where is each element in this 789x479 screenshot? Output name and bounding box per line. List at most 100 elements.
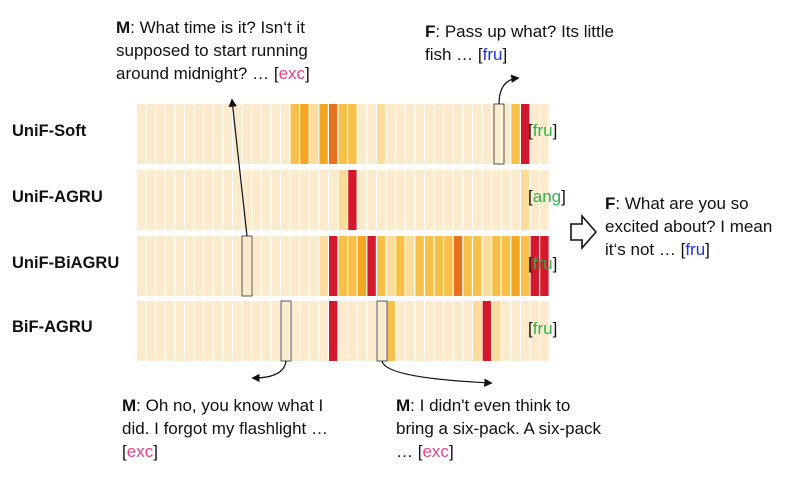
heat-cell [261, 104, 271, 164]
heat-cell [521, 301, 530, 361]
callout-bottom-right: M: I didn't even think to bring a six-pa… [396, 396, 602, 461]
row-pred-bif-agru: [fru] [528, 319, 558, 338]
heat-cell [146, 236, 155, 296]
heat-cell [300, 104, 309, 164]
heat-cell [444, 236, 453, 296]
heat-cell [194, 301, 203, 361]
heat-cell [290, 301, 299, 361]
callout-right: F: What are you so excited about? I mean… [605, 194, 773, 259]
heat-cell [175, 104, 184, 164]
heat-cell [521, 170, 530, 230]
heat-cell [386, 104, 395, 164]
heat-cell [290, 236, 299, 296]
heat-cell [290, 170, 299, 230]
arrow-bottom-left [251, 360, 287, 383]
heat-cell [156, 104, 165, 164]
heat-cell [377, 236, 386, 296]
heat-cell [223, 301, 232, 361]
heat-cell [434, 301, 443, 361]
heat-cell [501, 104, 511, 164]
heat-cell [453, 301, 463, 361]
callout-top-left: M: What time is it? Isn‘t it supposed to… [116, 18, 310, 83]
row-pred-unif-soft: [fru] [528, 121, 558, 140]
heat-cell [213, 170, 223, 230]
heat-cell [348, 104, 357, 164]
heat-cell [319, 301, 328, 361]
heat-cell [530, 236, 539, 296]
heat-cell [223, 170, 232, 230]
heat-cell [233, 236, 242, 296]
heat-cell [434, 236, 443, 296]
heat-cell [338, 104, 347, 164]
heat-cell [463, 236, 472, 296]
heat-cell [156, 170, 165, 230]
heat-cell [252, 301, 261, 361]
heat-cell [482, 236, 491, 296]
heat-cell [185, 301, 194, 361]
heat-cell [463, 170, 472, 230]
heat-cell [415, 236, 424, 296]
heat-cell [357, 104, 367, 164]
heat-cell [396, 301, 405, 361]
heat-cell [473, 236, 482, 296]
heat-cell [396, 236, 405, 296]
heat-cell [281, 170, 290, 230]
heat-cell [348, 301, 357, 361]
heat-cell [482, 170, 491, 230]
heat-cell [233, 170, 242, 230]
heat-cell [405, 104, 415, 164]
row-name-unif-agru: UniF-AGRU [12, 188, 103, 206]
heat-cell [242, 236, 251, 296]
heat-cell [185, 104, 194, 164]
heat-cell [492, 301, 501, 361]
heat-cell [137, 104, 146, 164]
heat-cell [319, 236, 328, 296]
callout-top-right: F: Pass up what? Its little fish … [fru] [425, 22, 614, 64]
row-name-unif-soft: UniF-Soft [12, 122, 87, 140]
heat-cell [338, 301, 347, 361]
arrow-bottom-right [381, 360, 493, 387]
row-pred-unif-agru: [ang] [528, 187, 566, 206]
heat-cell [530, 301, 539, 361]
heat-cell [511, 301, 520, 361]
heat-cell [530, 170, 539, 230]
hollow-arrow-icon [570, 213, 598, 251]
heat-cell [329, 104, 338, 164]
heat-cell [233, 104, 242, 164]
heat-cell [425, 104, 434, 164]
heat-cell [194, 104, 203, 164]
heat-cell [194, 170, 203, 230]
heat-cell [453, 170, 463, 230]
heat-cell [405, 170, 415, 230]
heat-cell [501, 301, 511, 361]
heat-cell [146, 170, 155, 230]
heat-cell [386, 236, 395, 296]
heat-cell [165, 104, 175, 164]
heat-cell [386, 301, 395, 361]
heat-cell [425, 170, 434, 230]
heat-cell [492, 236, 501, 296]
heat-cell [405, 301, 415, 361]
heat-cell [194, 236, 203, 296]
heat-cell [300, 170, 309, 230]
heat-cell [473, 301, 482, 361]
heat-cell [252, 236, 261, 296]
heat-cell [185, 236, 194, 296]
heat-cell [185, 170, 194, 230]
heat-cell [405, 236, 415, 296]
heat-cell [530, 104, 539, 164]
heat-cell [367, 236, 376, 296]
heat-cell [271, 236, 280, 296]
heat-cell [415, 170, 424, 230]
heat-cell [137, 236, 146, 296]
heat-cell [511, 236, 520, 296]
heat-cell [242, 301, 251, 361]
heat-cell [156, 236, 165, 296]
heat-cell [175, 236, 184, 296]
heat-cell [309, 236, 319, 296]
callout-bottom-left: M: Oh no, you know what I did. I forgot … [122, 396, 328, 461]
heat-cell [165, 170, 175, 230]
heat-cell [204, 170, 213, 230]
heat-cell [540, 301, 549, 361]
heat-cell [396, 170, 405, 230]
